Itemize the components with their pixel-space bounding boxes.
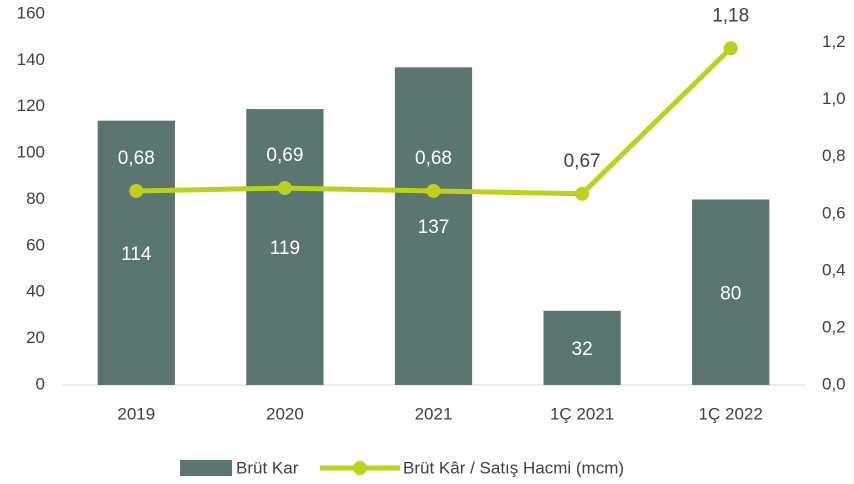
x-tick-label: 1Ç 2022 (699, 404, 763, 423)
x-tick-label: 2020 (266, 404, 304, 423)
y2-tick-label: 0,0 (822, 374, 846, 393)
bar-value-label: 32 (572, 339, 593, 360)
bar-value-label: 80 (720, 283, 741, 304)
line-point (129, 183, 144, 198)
y-tick-label: 140 (17, 50, 45, 69)
y2-tick-label: 1,0 (822, 89, 846, 108)
x-tick-label: 2019 (117, 404, 155, 423)
y2-tick-label: 1,2 (822, 32, 846, 51)
y-tick-label: 20 (26, 328, 45, 347)
y2-tick-label: 0,6 (822, 203, 846, 222)
legend-label: Brüt Kâr / Satış Hacmi (mcm) (403, 458, 624, 477)
line-value-label: 0,68 (118, 148, 155, 169)
y-tick-label: 100 (17, 143, 45, 162)
line-value-label: 0,69 (266, 145, 303, 166)
line-point (575, 186, 590, 201)
y-tick-label: 40 (26, 282, 45, 301)
bar (394, 67, 473, 386)
x-tick-label: 1Ç 2021 (550, 404, 614, 423)
bar-value-label: 137 (418, 217, 450, 238)
line-point (723, 41, 738, 56)
legend-label: Brüt Kar (236, 458, 299, 477)
line-point (277, 181, 292, 196)
bar (246, 109, 324, 385)
y-tick-label: 80 (26, 189, 45, 208)
y2-tick-label: 0,4 (822, 260, 846, 279)
y-tick-label: 160 (17, 3, 45, 22)
bar (692, 199, 770, 385)
bar (97, 120, 175, 385)
line-value-label: 0,68 (415, 148, 452, 169)
y2-tick-label: 0,2 (822, 317, 846, 336)
line-point (426, 183, 441, 198)
legend-swatch (180, 460, 232, 476)
y-tick-label: 120 (17, 96, 45, 115)
y-tick-label: 60 (26, 235, 45, 254)
bar-value-label: 114 (121, 244, 152, 265)
line-value-label: 1,18 (712, 5, 749, 26)
x-tick-label: 2021 (415, 404, 453, 423)
y2-tick-label: 0,8 (822, 146, 846, 165)
bar-value-label: 119 (270, 238, 300, 259)
legend-swatch (353, 461, 367, 475)
y-tick-label: 0 (36, 374, 45, 393)
bar (543, 310, 621, 385)
line-value-label: 0,67 (564, 151, 601, 172)
